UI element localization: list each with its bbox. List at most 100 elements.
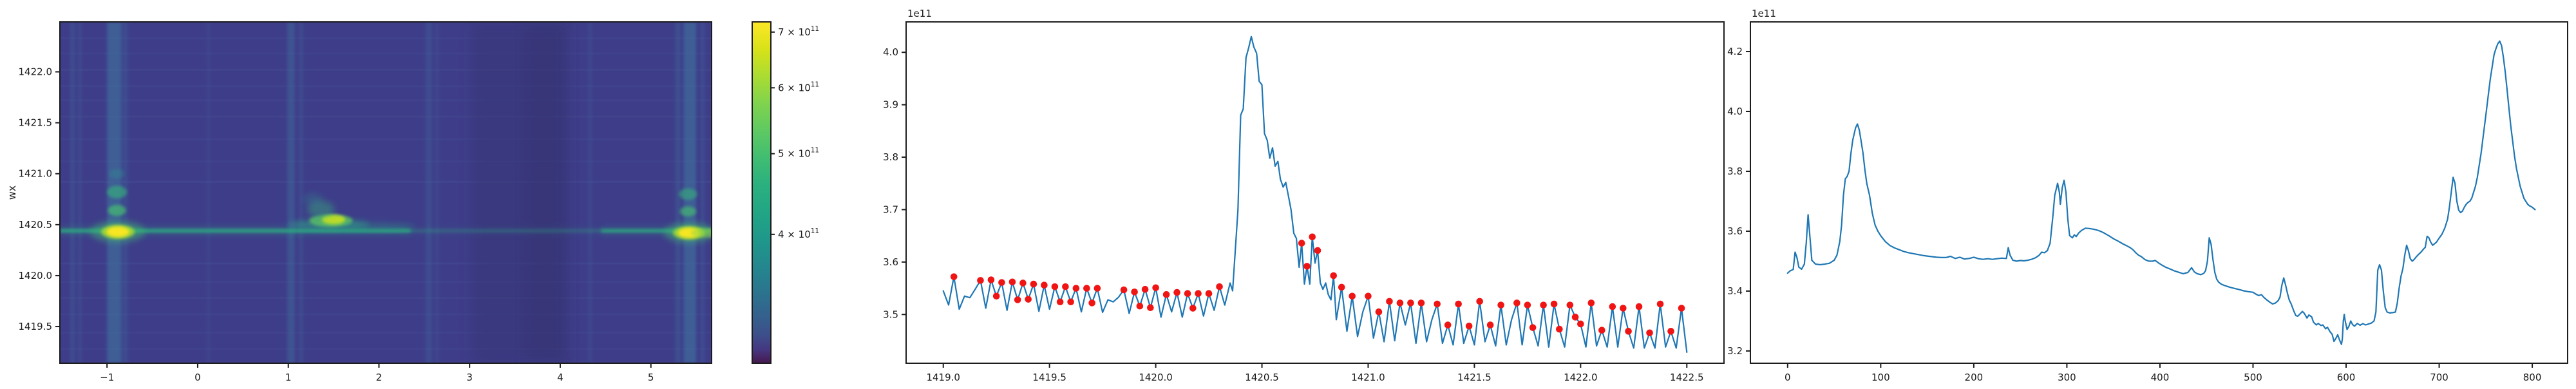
peak-marker (1041, 281, 1048, 289)
y-tick-label: 3.7 (883, 204, 898, 215)
peak-marker (1620, 305, 1627, 312)
axes-frame (1750, 21, 2568, 364)
x-tick-label: 400 (2151, 372, 2170, 383)
y-tick-label: 3.5 (883, 308, 898, 320)
x-tick-label: 1421.5 (1457, 372, 1492, 383)
x-tick-label: 5 (648, 372, 654, 383)
y-tick-label: 3.4 (1727, 285, 1743, 297)
peak-marker (1094, 285, 1101, 292)
heatmap-row-stripe (60, 37, 712, 39)
x-tick-label: 0 (1785, 372, 1791, 383)
heatmap-vertical-band (587, 22, 592, 363)
heatmap-vertical-band (207, 22, 211, 363)
heatmap-row-stripe (60, 262, 712, 265)
heatmap-vertical-band (425, 22, 432, 363)
peak-marker (1216, 283, 1223, 290)
peak-marker (1407, 299, 1414, 307)
heatmap-vertical-band (675, 22, 681, 363)
x-tick-label: 700 (2430, 372, 2448, 383)
heatmap-vertical-band (700, 22, 705, 363)
colorbar-tick-label: 4 × 1011 (778, 227, 819, 240)
peak-marker (1571, 314, 1579, 321)
x-tick-label: 600 (2337, 372, 2356, 383)
peak-marker (1088, 299, 1095, 307)
x-tick-label: 3 (466, 372, 473, 383)
peak-marker (1014, 296, 1021, 303)
peak-marker (987, 276, 995, 283)
heatmap-hotspot (321, 214, 346, 225)
heatmap-row-stripe (60, 99, 712, 102)
x-tick-label: 1421.0 (1351, 372, 1385, 383)
axes-frame (59, 21, 712, 364)
peak-marker (1386, 298, 1393, 305)
colorbar-gradient (752, 22, 771, 363)
colorbar-tick-label: 5 × 1011 (778, 147, 819, 160)
heatmap-hotspot (108, 204, 126, 216)
peak-marker (1550, 300, 1558, 308)
heatmap-row-stripe (60, 313, 712, 316)
peak-marker (1625, 328, 1632, 335)
y-tick-label: 1422.0 (19, 66, 53, 78)
peak-marker (1067, 298, 1074, 306)
peak-marker (1465, 322, 1473, 330)
y-tick-label: 3.9 (883, 99, 898, 111)
heatmap-vertical-band (78, 22, 82, 363)
y-tick-label: 3.6 (1727, 225, 1743, 237)
heatmap-row-stripe (60, 348, 712, 350)
heatmap-row-stripe (60, 138, 712, 140)
y-tick-label: 3.6 (883, 256, 898, 268)
peak-marker (1486, 321, 1494, 328)
peak-marker (1136, 302, 1144, 310)
heatmap-hotspot (679, 206, 697, 217)
peak-marker (1646, 329, 1653, 337)
heatmap-row-stripe (60, 280, 712, 283)
heatmap-row-stripe (60, 85, 712, 88)
peak-marker (1314, 247, 1321, 254)
middle-line-panel: 1419.0 1419.5 1420.0 1420.5 1421.0 1421.5 1422… (883, 21, 1725, 383)
peak-marker (1131, 288, 1138, 296)
peak-marker (998, 279, 1005, 286)
heatmap-emission-line (601, 229, 712, 232)
heatmap-row-stripe (60, 52, 712, 55)
y-tick-label: 4.0 (1727, 106, 1743, 117)
peak-marker (1152, 284, 1159, 292)
peak-marker (1072, 285, 1080, 292)
heatmap-vertical-band (70, 22, 75, 363)
peak-marker (1189, 305, 1197, 312)
heatmap-dark-column (526, 22, 567, 363)
peak-marker (1577, 320, 1584, 328)
peak-marker (1598, 327, 1605, 334)
peak-marker (1162, 291, 1170, 298)
spectrum-line (942, 35, 1688, 353)
y-tick-label: 1419.5 (19, 321, 53, 332)
y-tick-label: 4.0 (883, 46, 898, 58)
heatmap-emission-line (410, 229, 601, 232)
heatmap-image (60, 22, 712, 363)
y-tick-label: 3.2 (1727, 345, 1743, 357)
peak-marker (1338, 283, 1345, 291)
heatmap-panel: −1 0 1 2 3 4 5 1422.0 1421.5 1421.0 1420.5 1420.0 14… (19, 21, 712, 383)
peak-marker (1444, 321, 1452, 328)
peak-marker (1667, 328, 1674, 335)
peak-marker (1497, 301, 1504, 308)
heatmap-vertical-band (435, 22, 439, 363)
y-tick-label: 1421.5 (19, 117, 53, 129)
peak-marker (1434, 300, 1441, 308)
peak-marker (1678, 305, 1685, 312)
peak-marker (1396, 299, 1404, 307)
peak-marker (1062, 283, 1069, 290)
peak-marker (1303, 263, 1311, 270)
heatmap-hotspot (679, 188, 697, 200)
x-tick-label: −1 (100, 372, 114, 383)
colorbar-frame (752, 21, 772, 364)
heatmap-row-stripe (60, 68, 712, 71)
peak-marker (1147, 304, 1154, 312)
peak-marker (1141, 285, 1149, 293)
heatmap-vertical-band (298, 22, 303, 363)
y-tick-label: 4.2 (1727, 46, 1743, 57)
peak-marker (1349, 292, 1356, 300)
peak-marker (1365, 292, 1372, 300)
peak-marker (1173, 289, 1180, 296)
peak-marker (1635, 303, 1643, 310)
heatmap-background (60, 22, 712, 363)
